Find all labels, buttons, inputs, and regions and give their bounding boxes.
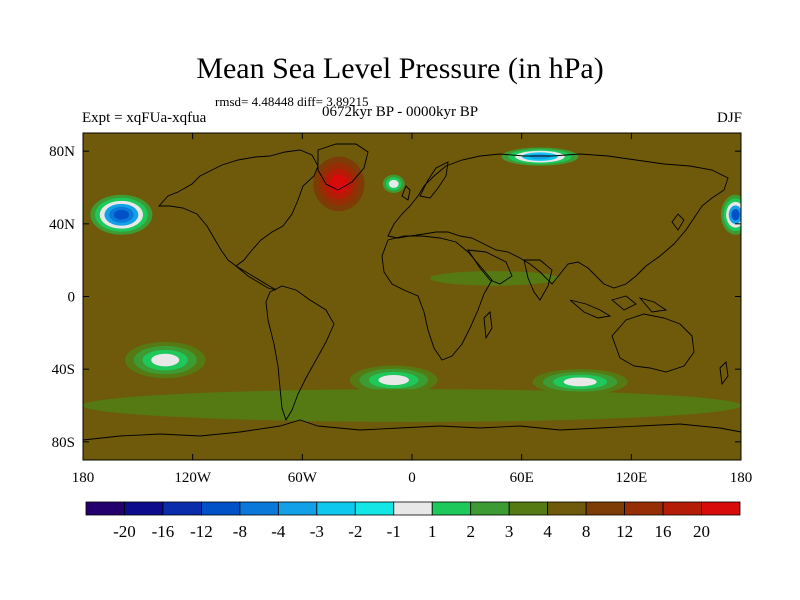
colorbar-swatch	[585, 501, 625, 516]
colorbar-swatch	[701, 501, 741, 516]
colorbar-swatch	[624, 501, 664, 516]
colorbar-label: 4	[543, 522, 552, 541]
colorbar-label: 1	[428, 522, 437, 541]
y-tick-label: 80S	[52, 435, 75, 451]
colorbar-swatch	[393, 501, 433, 516]
x-tick-label: 120W	[174, 470, 212, 486]
colorbar-label: 16	[655, 522, 672, 541]
colorbar-swatch	[239, 501, 279, 516]
region-tropical-indian-green	[430, 271, 559, 286]
contour-fill	[430, 271, 559, 286]
region-south-atlantic-low	[349, 365, 438, 395]
x-tick-label: 0	[408, 470, 416, 486]
experiment-label: Expt = xqFUa-xqfua	[82, 110, 207, 126]
season-label: DJF	[716, 110, 742, 126]
colorbar-swatch	[547, 501, 587, 516]
contour-fill	[151, 353, 180, 367]
contour-fill	[388, 179, 399, 188]
colorbar-label: -16	[152, 522, 175, 541]
colorbar-swatch	[201, 501, 241, 516]
x-tick-label: 180	[730, 470, 753, 486]
contour-fill	[83, 389, 741, 422]
colorbar-swatch	[124, 501, 164, 516]
region-north-pacific-low-east	[720, 194, 741, 235]
colorbar-label: -4	[271, 522, 286, 541]
colorbar-label: -3	[310, 522, 324, 541]
y-tick-label: 80N	[49, 144, 75, 160]
colorbar-swatch	[277, 501, 318, 516]
y-axis: 80N 40N 0 40S 80S	[49, 144, 741, 451]
coastlines	[83, 143, 741, 441]
colorbar-swatch	[162, 501, 202, 516]
region-south-pacific-low	[125, 341, 206, 379]
colorbar-label: -8	[233, 522, 247, 541]
colorbar-label: -2	[348, 522, 362, 541]
region-norwegian-sea-low	[382, 174, 405, 193]
contour-fill	[563, 377, 597, 387]
contour-fill	[731, 209, 740, 221]
region-south-indian-low	[532, 369, 628, 395]
contour-fill	[329, 174, 348, 194]
colorbar-label: 2	[466, 522, 475, 541]
colorbar-swatch	[470, 501, 510, 516]
colorbar-swatch	[316, 501, 356, 516]
y-tick-label: 0	[68, 290, 76, 306]
x-tick-label: 180	[72, 470, 95, 486]
contour-fill	[378, 375, 409, 386]
colorbar-swatch	[508, 501, 549, 516]
colorbar-label: 8	[582, 522, 591, 541]
x-tick-label: 120E	[615, 470, 647, 486]
colorbar-label: -1	[387, 522, 401, 541]
pressure-field	[83, 133, 741, 460]
colorbar-swatch	[431, 501, 472, 516]
colorbar-label: 12	[616, 522, 633, 541]
colorbar: -20 -16 -12 -8 -4 -3 -2 -1 1 2 3 4 8 12 16 20	[85, 501, 741, 541]
colorbar-swatch	[85, 501, 125, 516]
y-tick-label: 40S	[52, 362, 75, 378]
colorbar-swatch	[354, 501, 395, 516]
chart-title: Mean Sea Level Pressure (in hPa)	[196, 52, 604, 85]
x-axis: 180 120W 60W 0 60E 120E 180	[72, 133, 753, 486]
colorbar-label: 20	[693, 522, 710, 541]
y-tick-label: 40N	[49, 217, 75, 233]
x-tick-label: 60E	[510, 470, 534, 486]
x-tick-label: 60W	[288, 470, 318, 486]
contour-fill	[113, 209, 129, 220]
region-north-atlantic-high	[313, 156, 365, 212]
colorbar-label: -12	[190, 522, 213, 541]
contour-fill	[528, 154, 551, 160]
period-label: 0672kyr BP - 0000kyr BP	[322, 104, 479, 120]
region-southern-ocean-band	[83, 389, 741, 422]
colorbar-swatch	[662, 501, 702, 516]
rmsd-diff-stats: rmsd= 4.48448 diff= 3.89215	[215, 94, 369, 109]
region-north-pacific-low	[90, 194, 153, 235]
colorbar-label: -20	[113, 522, 136, 541]
region-arctic-siberia-low	[501, 147, 579, 166]
colorbar-label: 3	[505, 522, 514, 541]
